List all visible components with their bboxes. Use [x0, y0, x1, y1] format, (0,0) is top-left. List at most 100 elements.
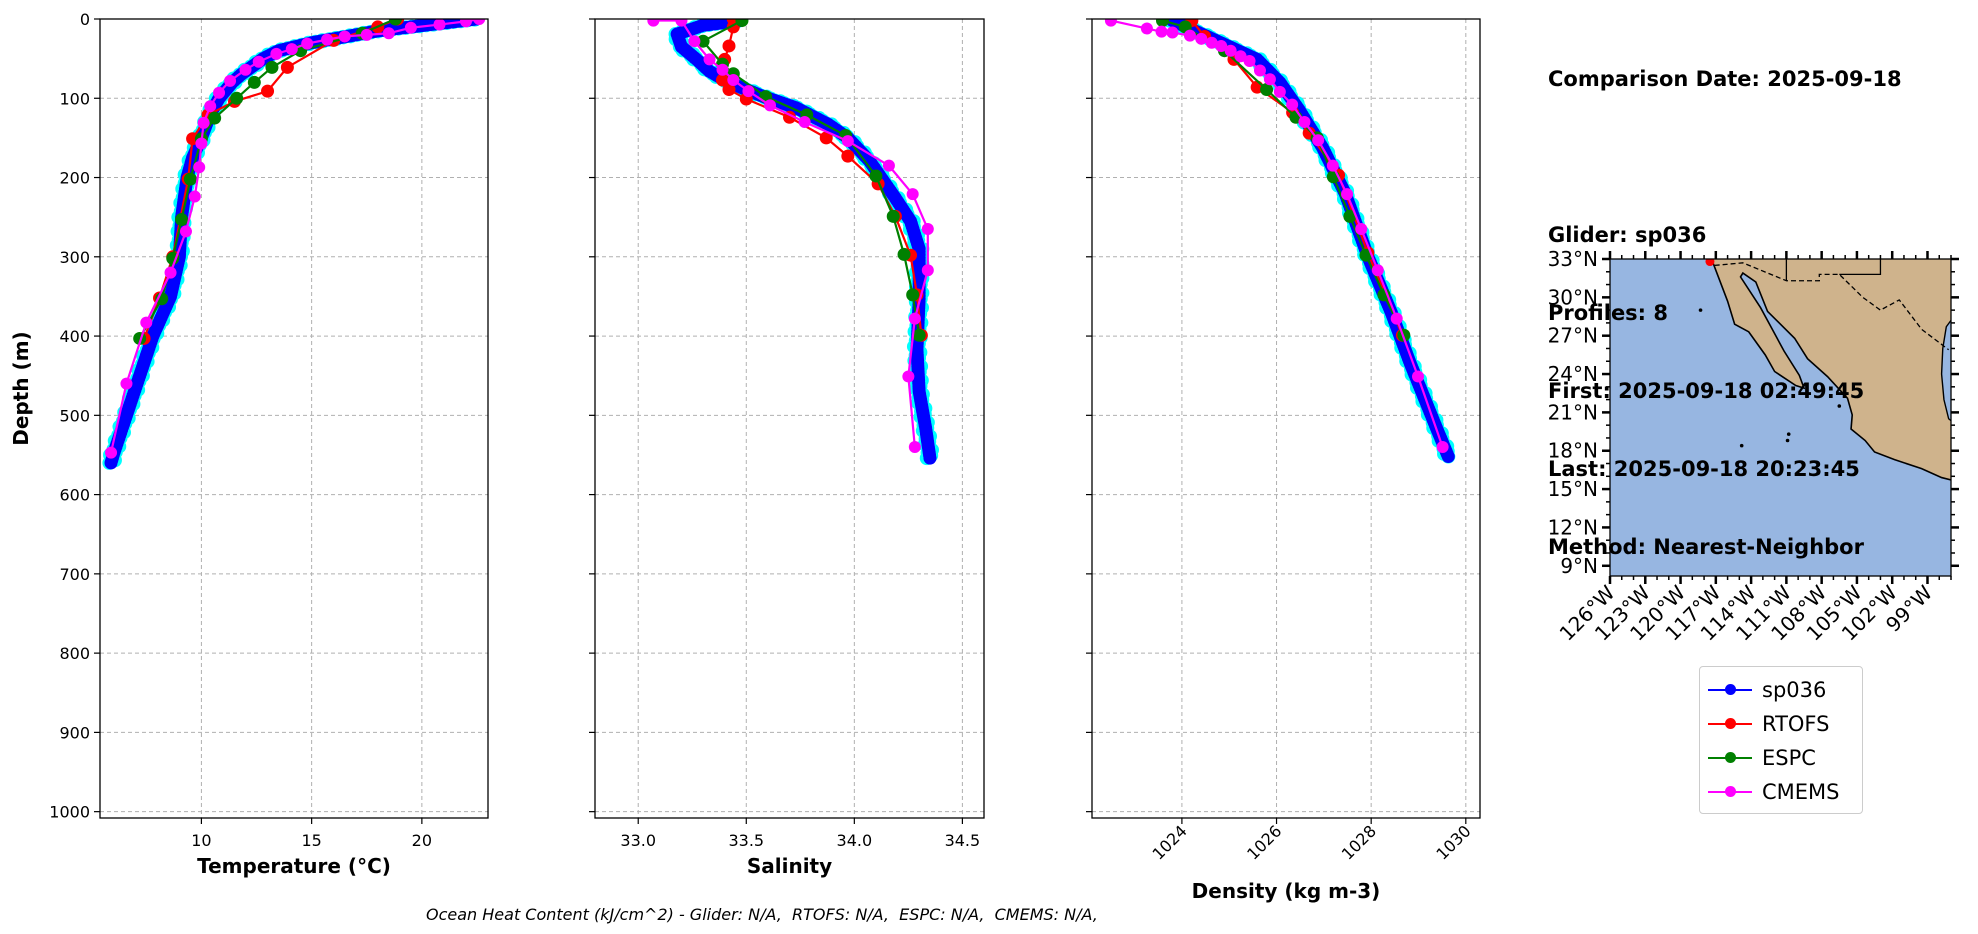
data-point-cmems	[382, 27, 395, 40]
series-line-sp036	[1172, 19, 1450, 457]
data-point-cmems	[204, 100, 217, 113]
y-tick-label: 1000	[49, 803, 90, 822]
data-point-cmems	[906, 188, 919, 201]
glider-profiles-spread	[102, 19, 482, 470]
data-point-cmems	[140, 316, 153, 329]
data-point-cmems	[120, 377, 133, 390]
data-point-espc	[912, 328, 926, 342]
lat-tick-label: 33°N	[1548, 247, 1598, 271]
y-tick-label: 700	[59, 565, 90, 584]
series-line-cmems	[109, 19, 480, 453]
data-point-cmems	[433, 19, 446, 31]
data-point-espc	[886, 209, 900, 223]
profile-panel-2: 1024 1026 1028 1030 Density (kg m-3)	[1086, 18, 1481, 903]
data-point-cmems	[1341, 188, 1354, 201]
x-axis-label: Temperature (°C)	[197, 854, 391, 878]
series-markers-cmems	[1104, 19, 1449, 454]
data-point-cmems	[675, 19, 688, 27]
x-tick-label: 15	[301, 831, 321, 850]
legend-item-rtofs: RTOFS	[1700, 707, 1862, 741]
first-profile-time: First: 2025-09-18 02:49:45	[1548, 379, 1865, 403]
data-point-cmems	[764, 99, 777, 112]
x-tick-label: 34.5	[945, 831, 981, 850]
data-point-cmems	[921, 223, 934, 236]
data-point-cmems	[285, 43, 298, 56]
data-point-rtofs	[261, 84, 275, 98]
data-point-cmems	[188, 190, 201, 203]
series-markers-cmems	[105, 19, 486, 459]
data-point-cmems	[1312, 134, 1325, 147]
legend-label: RTOFS	[1762, 712, 1830, 736]
data-point-cmems	[459, 19, 472, 28]
data-point-cmems	[1195, 32, 1208, 45]
data-point-espc	[735, 19, 749, 28]
x-tick-label: 1028	[1338, 821, 1380, 863]
data-point-cmems	[321, 33, 334, 46]
profile-panel-0: 0 100 200 300 400 500 600 700 800 900 1000 10 15 20 Te…	[9, 10, 489, 878]
y-tick-label: 100	[59, 89, 90, 108]
data-point-cmems	[270, 47, 283, 60]
x-tick-label: 10	[191, 831, 211, 850]
map-frame	[1609, 258, 1952, 577]
axes-frame	[99, 18, 489, 819]
data-point-cmems	[841, 135, 854, 148]
data-point-cmems	[1298, 116, 1311, 129]
y-tick-label: 900	[59, 723, 90, 742]
lat-tick-label: 12°N	[1548, 515, 1598, 539]
data-point-cmems	[301, 37, 314, 50]
data-point-cmems	[1371, 264, 1384, 277]
interpolation-method: Method: Nearest-Neighbor	[1548, 535, 1864, 559]
data-point-cmems	[1104, 19, 1117, 27]
data-point-cmems	[647, 19, 660, 27]
island	[1785, 438, 1790, 443]
data-point-espc	[183, 172, 197, 186]
data-point-cmems	[1243, 55, 1256, 68]
y-tick-label: 200	[59, 169, 90, 188]
last-profile-time: Last: 2025-09-18 20:23:45	[1548, 457, 1860, 481]
series-layer	[1104, 19, 1456, 464]
comparison-info: Comparison Date: 2025-09-18 Glider: sp03…	[1548, 14, 1902, 586]
data-point-cmems	[1273, 85, 1286, 98]
data-point-cmems	[164, 266, 177, 279]
series-markers-sp036	[104, 19, 484, 470]
data-point-espc	[906, 288, 920, 302]
y-tick-label: 800	[59, 644, 90, 663]
data-point-cmems	[1355, 223, 1368, 236]
data-point-cmems	[1326, 159, 1339, 172]
y-tick-label: 0	[80, 10, 90, 29]
legend-item-espc: ESPC	[1700, 741, 1862, 775]
data-point-cmems	[239, 63, 252, 76]
data-point-cmems	[1286, 98, 1299, 111]
data-point-sp036	[923, 451, 937, 465]
data-point-espc	[1156, 19, 1170, 28]
data-point-cmems	[908, 441, 921, 454]
island	[1837, 404, 1842, 408]
data-point-cmems	[1183, 29, 1196, 42]
data-point-espc	[247, 75, 261, 89]
data-point-cmems	[195, 137, 208, 150]
data-point-cmems	[197, 116, 210, 129]
series-markers-cmems	[647, 19, 934, 454]
data-point-cmems	[1390, 312, 1403, 325]
profile-count: Profiles: 8	[1548, 301, 1669, 325]
data-point-cmems	[404, 21, 417, 34]
x-tick-label: 1030	[1432, 821, 1474, 863]
glider-name: Glider: sp036	[1548, 223, 1707, 247]
data-point-espc	[869, 169, 883, 183]
data-point-cmems	[1234, 50, 1247, 63]
country-border	[1714, 262, 1950, 351]
series-layer	[102, 19, 486, 470]
lat-tick-label: 27°N	[1548, 324, 1598, 348]
x-tick-label: 34.0	[837, 831, 873, 850]
y-tick-label: 500	[59, 406, 90, 425]
glider-location-marker	[1705, 259, 1715, 267]
data-point-rtofs	[841, 149, 855, 163]
glider-profiles-spread	[1162, 19, 1456, 464]
data-point-cmems	[1215, 39, 1228, 52]
x-tick-label: 1026	[1243, 821, 1285, 863]
data-point-cmems	[1205, 36, 1218, 49]
data-point-espc	[1343, 209, 1357, 223]
data-point-espc	[897, 247, 911, 261]
data-point-espc	[265, 60, 279, 74]
data-point-cmems	[360, 28, 373, 41]
